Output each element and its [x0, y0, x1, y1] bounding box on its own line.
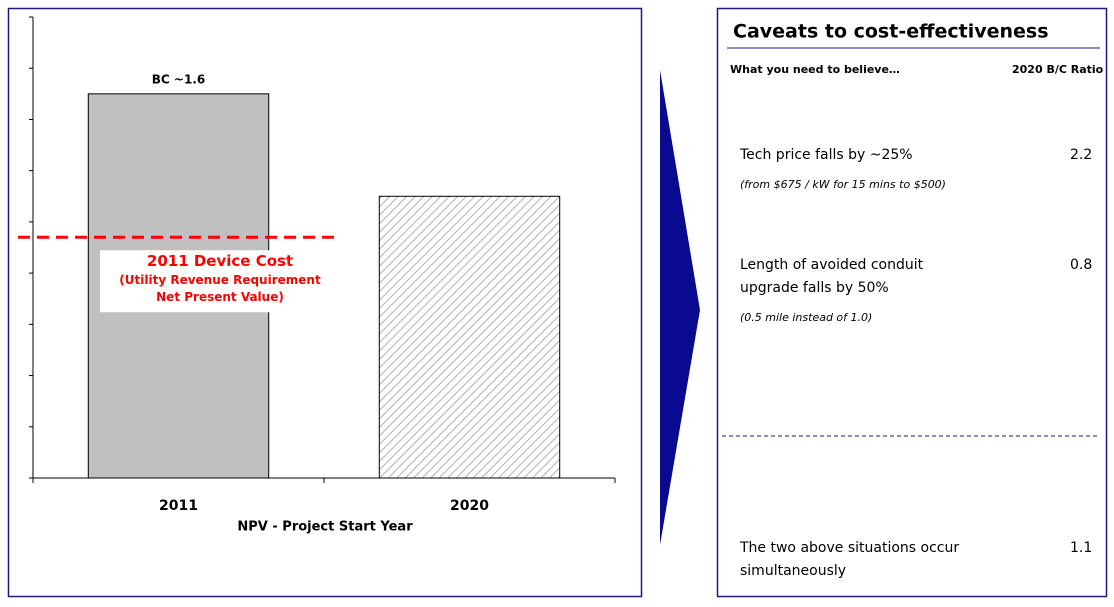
caveat-text: Tech price falls by ~25% [739, 147, 913, 163]
header: 2020 B/C Ratio [1012, 63, 1104, 76]
annotation-text: (Utility Revenue Requirement [119, 273, 321, 287]
header: What you need to believe… [730, 63, 900, 76]
annotation-box [100, 250, 340, 313]
caveat-text: upgrade falls by 50% [740, 280, 889, 296]
caveats-title: Caveats to cost-effectiveness [733, 21, 1049, 43]
caveats-panel [716, 7, 1108, 598]
x-tick-label: 2011 [159, 498, 198, 514]
chart-panel [7, 7, 643, 598]
annotation-text: Net Present Value) [156, 290, 284, 304]
ratio: 1.1 [1070, 540, 1092, 556]
bar [378, 195, 561, 479]
ratio: 0.8 [1070, 257, 1092, 273]
caveat-note: (from $675 / kW for 15 mins to $500) [740, 178, 946, 191]
bar-label: BC ~1.6 [152, 72, 205, 86]
caveat-text: Length of avoided conduit [740, 257, 924, 273]
caveat-note: (0.5 mile instead of 1.0) [740, 311, 872, 324]
x-tick-label: 2020 [450, 498, 489, 514]
x-axis-title: NPV - Project Start Year [237, 520, 413, 535]
arrow [660, 70, 700, 545]
annotation-title: 2011 Device Cost [147, 252, 293, 270]
ratio: 2.2 [1070, 147, 1092, 163]
caveat-text: The two above situations occur [739, 540, 959, 556]
caveat-text: simultaneously [740, 563, 846, 579]
